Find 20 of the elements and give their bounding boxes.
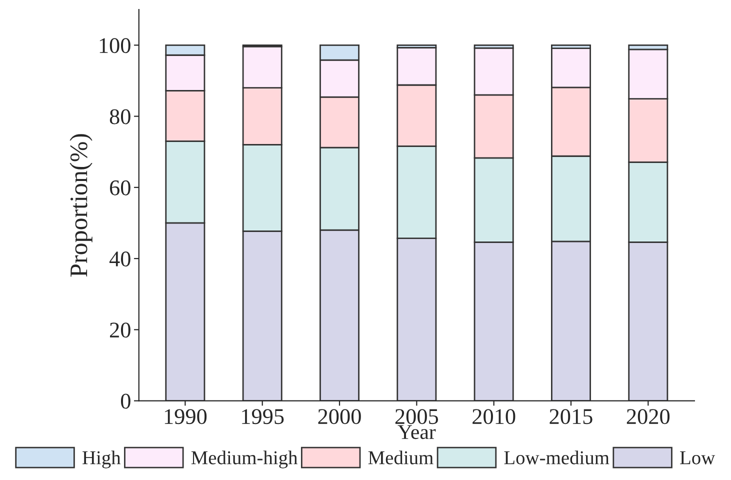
x-tick-label: 1990	[164, 409, 207, 424]
y-tick-label: 80	[110, 109, 130, 124]
legend-label: Medium-high	[191, 450, 298, 468]
x-tick-label: 2000	[318, 409, 361, 424]
y-tick-label: 100	[100, 38, 130, 54]
legend-label: Low	[680, 451, 716, 464]
x-tick-label: 1995	[242, 409, 284, 424]
x-tick-label: 2015	[550, 409, 592, 424]
y-tick-label: 40	[109, 251, 130, 266]
y-axis-title: Proportion(%)	[70, 134, 92, 277]
legend-label: Medium	[368, 450, 434, 464]
y-tick-label: 20	[110, 322, 130, 338]
x-tick-label: 2010	[472, 409, 516, 424]
x-tick-label: 2020	[626, 409, 670, 424]
x-tick-label: 2005	[395, 409, 438, 424]
y-tick-label: 0	[120, 394, 130, 409]
y-tick-label: 60	[110, 180, 130, 196]
x-axis-title: Year	[398, 425, 436, 440]
legend-label: High	[82, 450, 121, 468]
legend-label: Low-medium	[504, 450, 610, 464]
